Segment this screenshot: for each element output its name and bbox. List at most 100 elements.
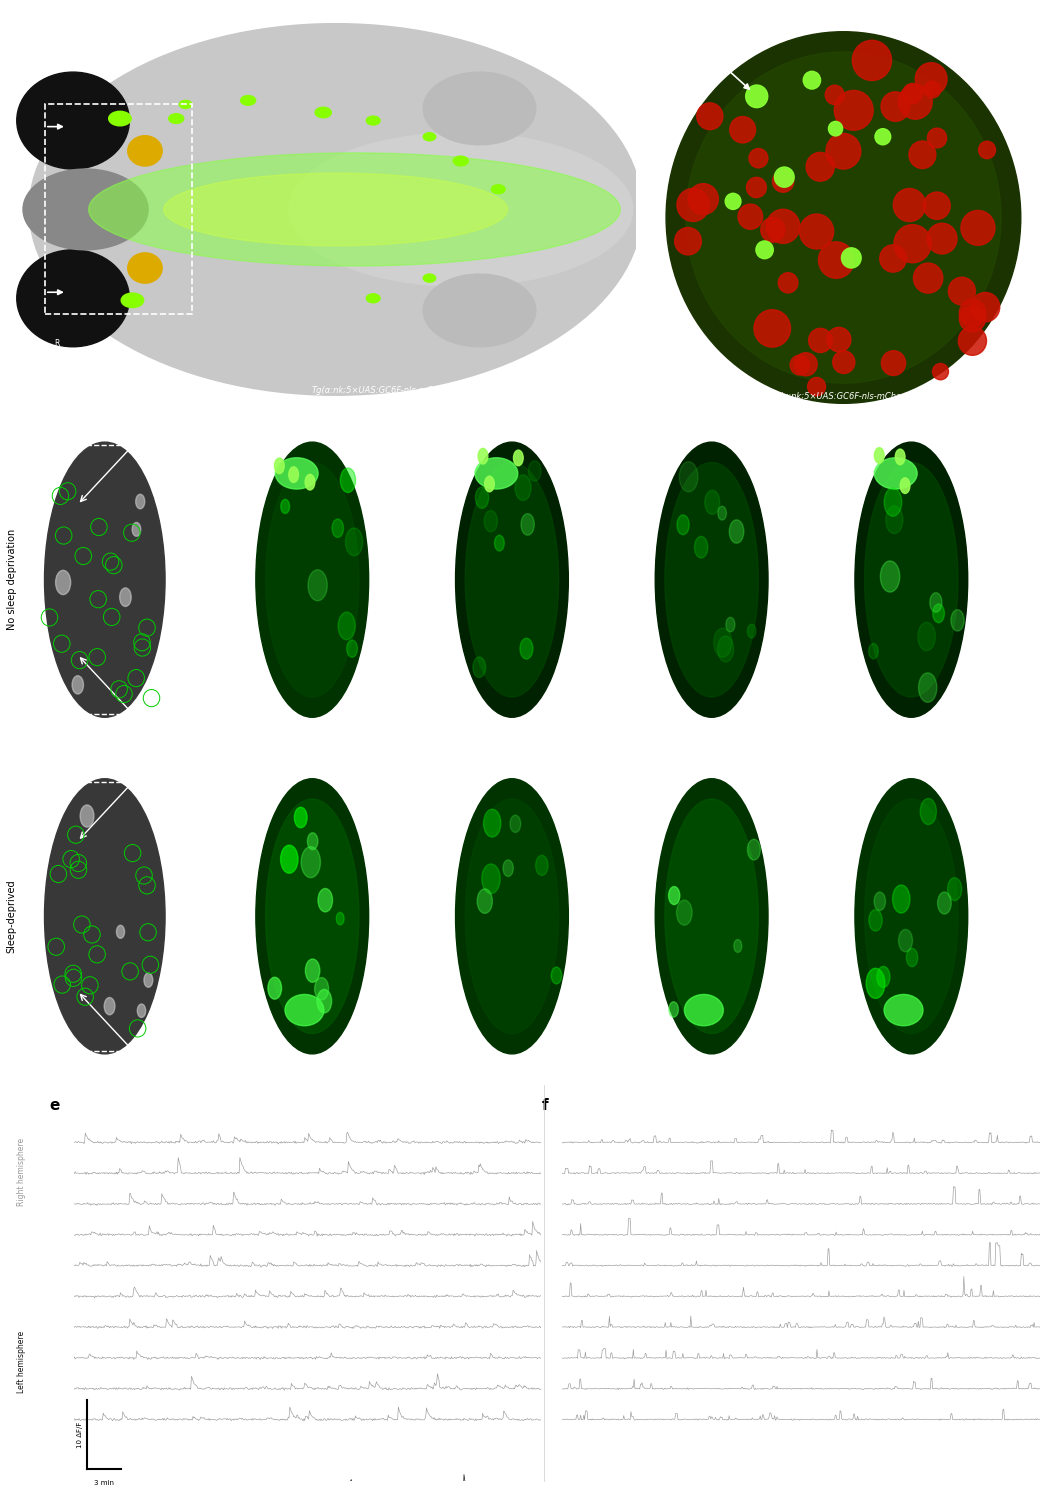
- Text: A: A: [33, 367, 38, 375]
- Circle shape: [117, 925, 125, 938]
- Circle shape: [306, 959, 320, 983]
- Circle shape: [738, 203, 763, 229]
- Circle shape: [305, 474, 315, 491]
- Text: c: c: [30, 432, 40, 447]
- Ellipse shape: [665, 462, 759, 697]
- Circle shape: [842, 248, 861, 268]
- Circle shape: [705, 491, 720, 515]
- Circle shape: [315, 108, 331, 118]
- Circle shape: [281, 500, 290, 513]
- Circle shape: [341, 468, 355, 492]
- Text: b: b: [662, 19, 673, 34]
- Circle shape: [677, 901, 693, 925]
- Circle shape: [714, 628, 731, 657]
- Circle shape: [761, 217, 785, 242]
- Circle shape: [869, 643, 879, 658]
- Circle shape: [317, 989, 332, 1013]
- Circle shape: [951, 610, 964, 631]
- Text: a: a: [20, 19, 30, 34]
- Circle shape: [930, 592, 942, 612]
- Ellipse shape: [655, 779, 768, 1053]
- Circle shape: [834, 90, 873, 130]
- Circle shape: [294, 808, 307, 827]
- Circle shape: [899, 929, 912, 951]
- Ellipse shape: [17, 72, 129, 169]
- Circle shape: [514, 450, 523, 465]
- Circle shape: [932, 364, 948, 380]
- Circle shape: [314, 977, 329, 999]
- Circle shape: [729, 519, 744, 543]
- Circle shape: [893, 188, 926, 221]
- Circle shape: [367, 117, 380, 126]
- Text: R: R: [55, 338, 60, 347]
- Text: e: e: [49, 1098, 60, 1113]
- Circle shape: [729, 117, 756, 144]
- Circle shape: [675, 227, 701, 254]
- Circle shape: [453, 156, 469, 166]
- Circle shape: [121, 293, 144, 308]
- Circle shape: [978, 141, 995, 159]
- Circle shape: [520, 639, 533, 660]
- Circle shape: [906, 948, 918, 966]
- Ellipse shape: [128, 253, 162, 283]
- Ellipse shape: [266, 799, 359, 1034]
- Circle shape: [927, 223, 957, 254]
- Circle shape: [492, 186, 506, 193]
- Circle shape: [901, 477, 910, 494]
- Circle shape: [932, 604, 945, 622]
- Circle shape: [302, 847, 321, 878]
- Circle shape: [481, 863, 500, 893]
- Circle shape: [894, 224, 931, 263]
- Circle shape: [473, 657, 486, 678]
- Circle shape: [808, 328, 832, 353]
- Text: L: L: [56, 395, 60, 404]
- Circle shape: [747, 839, 760, 860]
- Ellipse shape: [23, 169, 148, 250]
- Circle shape: [895, 449, 905, 465]
- Circle shape: [529, 461, 541, 482]
- Circle shape: [924, 81, 941, 97]
- Bar: [45, 105, 192, 314]
- Circle shape: [138, 1004, 146, 1017]
- Ellipse shape: [865, 799, 959, 1034]
- Circle shape: [749, 148, 768, 168]
- Circle shape: [881, 561, 900, 592]
- Circle shape: [746, 178, 766, 197]
- Text: Right hemisphere: Right hemisphere: [17, 1138, 25, 1206]
- Circle shape: [318, 889, 332, 913]
- Circle shape: [307, 833, 317, 850]
- Circle shape: [852, 40, 891, 81]
- Circle shape: [346, 528, 363, 557]
- Circle shape: [725, 193, 741, 209]
- Circle shape: [790, 355, 809, 375]
- Circle shape: [132, 522, 141, 536]
- Circle shape: [971, 292, 1000, 322]
- Circle shape: [882, 350, 906, 375]
- Circle shape: [495, 536, 504, 551]
- Circle shape: [899, 85, 932, 120]
- Ellipse shape: [684, 995, 723, 1026]
- Ellipse shape: [128, 136, 162, 166]
- Circle shape: [80, 805, 94, 827]
- Circle shape: [960, 299, 986, 326]
- Text: 3 min: 3 min: [94, 1480, 114, 1486]
- Circle shape: [338, 612, 355, 640]
- Circle shape: [475, 488, 489, 509]
- Circle shape: [718, 506, 726, 521]
- Bar: [35, 446, 179, 714]
- Circle shape: [960, 305, 986, 332]
- Circle shape: [677, 188, 709, 221]
- Circle shape: [756, 241, 774, 259]
- Circle shape: [104, 998, 115, 1014]
- Circle shape: [884, 488, 902, 516]
- Circle shape: [948, 277, 975, 305]
- Circle shape: [826, 133, 861, 169]
- Text: DP: DP: [190, 772, 202, 781]
- Ellipse shape: [29, 24, 642, 395]
- Circle shape: [959, 326, 987, 356]
- Text: DP: DP: [190, 435, 202, 444]
- Text: 10 ΔF/F: 10 ΔF/F: [77, 1421, 83, 1448]
- Ellipse shape: [455, 779, 569, 1053]
- Circle shape: [241, 96, 255, 105]
- Circle shape: [679, 462, 698, 492]
